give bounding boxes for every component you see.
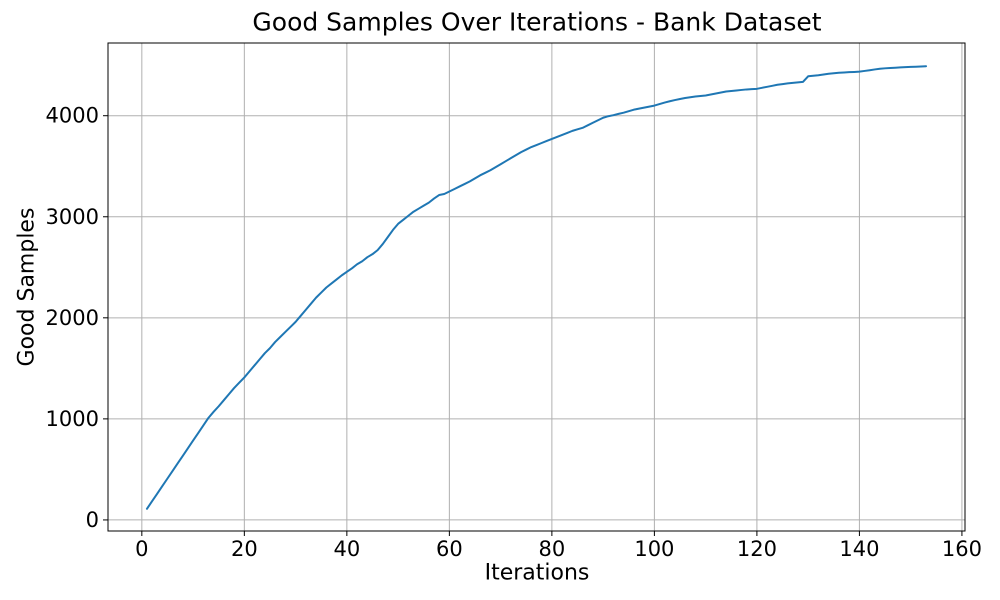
axis-ticks bbox=[103, 115, 963, 536]
y-tick-label: 3000 bbox=[46, 205, 99, 229]
x-tick-label: 160 bbox=[942, 537, 982, 561]
series-line bbox=[145, 65, 928, 510]
y-tick-label: 1000 bbox=[46, 407, 99, 431]
x-tick-label: 40 bbox=[333, 537, 360, 561]
x-tick-label: 140 bbox=[839, 537, 879, 561]
x-tick-label: 20 bbox=[231, 537, 258, 561]
grid-lines bbox=[108, 43, 965, 531]
x-tick-labels: 0 20 40 60 80 100 120 140 160 bbox=[135, 537, 982, 561]
y-tick-label: 0 bbox=[86, 508, 99, 532]
x-axis-label: Iterations bbox=[484, 560, 590, 586]
chart-title: Good Samples Over Iterations - Bank Data… bbox=[252, 7, 822, 37]
x-tick-label: 80 bbox=[539, 537, 566, 561]
y-tick-label: 4000 bbox=[46, 104, 99, 128]
axis-spines bbox=[107, 42, 966, 532]
x-tick-label: 100 bbox=[634, 537, 674, 561]
y-axis-label: Good Samples bbox=[14, 207, 40, 367]
x-tick-label: 0 bbox=[135, 537, 148, 561]
series-polyline bbox=[145, 65, 928, 510]
x-tick-label: 120 bbox=[737, 537, 777, 561]
x-tick-label: 60 bbox=[436, 537, 463, 561]
y-tick-label: 2000 bbox=[46, 306, 99, 330]
y-tick-labels: 0 1000 2000 3000 4000 bbox=[46, 104, 99, 532]
